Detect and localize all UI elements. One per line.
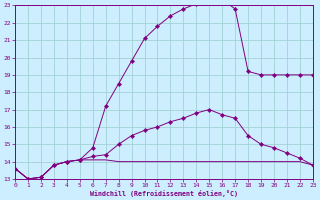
X-axis label: Windchill (Refroidissement éolien,°C): Windchill (Refroidissement éolien,°C) [90, 190, 238, 197]
